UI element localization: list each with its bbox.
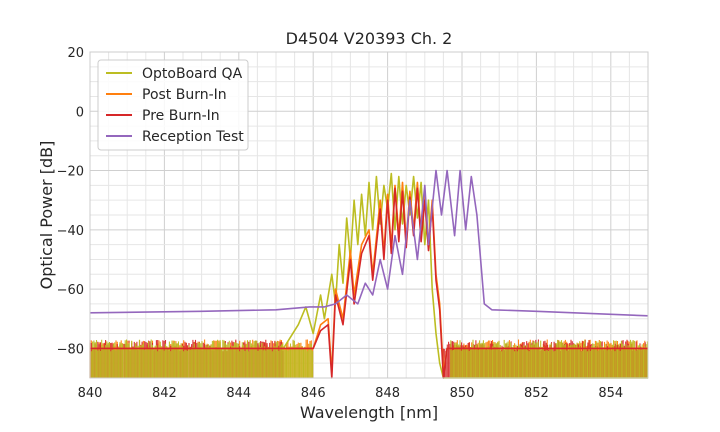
y-tick-label: −60 [57, 283, 84, 298]
x-axis-label: Wavelength [nm] [300, 403, 438, 422]
y-axis-label: Optical Power [dB] [37, 141, 56, 290]
chart-title: D4504 V20393 Ch. 2 [286, 29, 453, 48]
x-tick-label: 844 [226, 386, 251, 401]
x-tick-labels: 840 842 844 846 848 850 852 854 [78, 386, 624, 401]
legend-box [97, 59, 249, 151]
legend-label: Reception Test [142, 129, 244, 145]
plot-frame [89, 51, 649, 379]
series-line-pre-burn-in [90, 187, 648, 379]
x-tick-label: 846 [301, 386, 326, 401]
legend: OptoBoard QA Post Burn-In Pre Burn-In Recep… [97, 59, 249, 151]
y-tick-label: 0 [76, 105, 84, 120]
y-tick-label: −20 [57, 165, 84, 180]
y-tick-labels: 20 0 −20 −40 −60 −80 [57, 46, 84, 357]
x-tick-label: 854 [598, 386, 623, 401]
legend-label: Post Burn-In [142, 87, 227, 103]
series-lines [89, 169, 649, 379]
x-tick-label: 848 [375, 386, 400, 401]
y-tick-label: −80 [57, 342, 84, 357]
legend-label: OptoBoard QA [142, 66, 243, 82]
x-tick-label: 852 [524, 386, 549, 401]
y-tick-label: 20 [67, 46, 84, 61]
x-tick-label: 842 [152, 386, 177, 401]
series-line-reception-test [89, 169, 649, 317]
x-tick-label: 850 [450, 386, 475, 401]
x-tick-label: 840 [78, 386, 103, 401]
legend-label: Pre Burn-In [142, 108, 220, 124]
y-tick-label: −40 [57, 224, 84, 239]
